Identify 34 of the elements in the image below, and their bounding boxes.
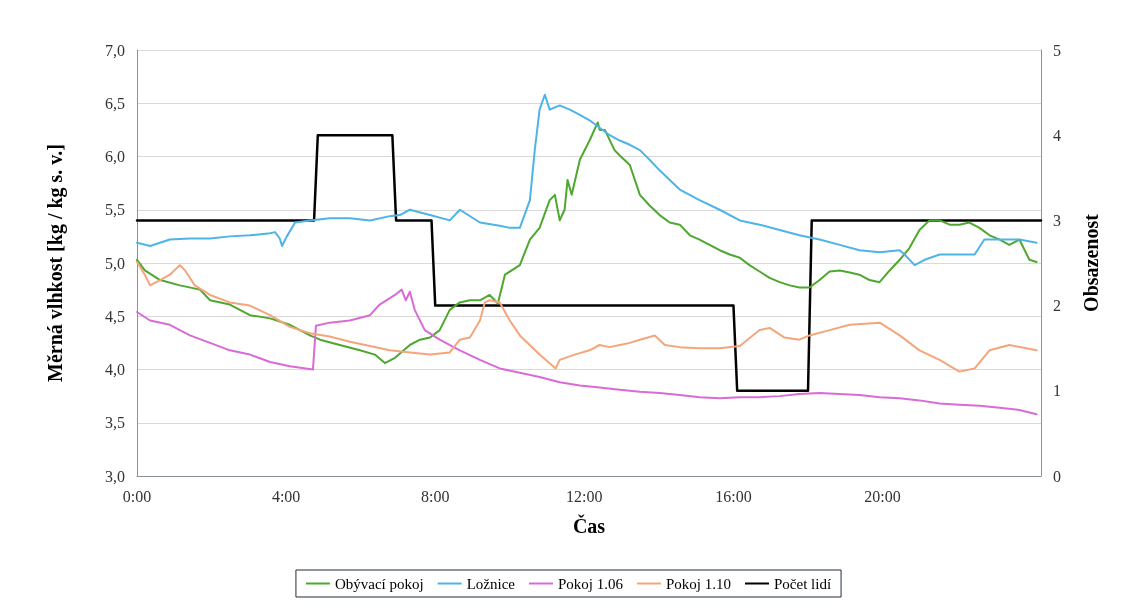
x-tick-label: 20:00 bbox=[864, 487, 901, 505]
y-tick-label: 5,5 bbox=[105, 201, 125, 219]
x-tick-label: 4:00 bbox=[271, 487, 301, 505]
line-series bbox=[136, 260, 1038, 373]
y-tick-label: 6,0 bbox=[105, 148, 125, 165]
line-series bbox=[136, 93, 1038, 267]
line-series bbox=[136, 121, 1038, 365]
legend-label: Pokoj 1.10 bbox=[665, 575, 731, 592]
y-axis-title: Měrná vlhkost [kg / kg s. v.] bbox=[44, 144, 67, 382]
legend-label: Obývací pokoj bbox=[334, 575, 424, 592]
legend-label: Pokoj 1.06 bbox=[557, 575, 624, 592]
y2-tick-label: 4 bbox=[1053, 126, 1061, 144]
y-tick-label: 4,0 bbox=[105, 361, 125, 378]
y-tick-label: 5,0 bbox=[105, 254, 125, 272]
x-tick-label: 0:00 bbox=[122, 487, 152, 505]
x-tick-label: 16:00 bbox=[715, 487, 752, 505]
line-series bbox=[135, 133, 1043, 393]
y2-tick-label: 1 bbox=[1053, 382, 1061, 400]
x-tick-label: 12:00 bbox=[566, 487, 603, 505]
y2-tick-label: 0 bbox=[1053, 467, 1061, 485]
y2-tick-label: 5 bbox=[1053, 41, 1061, 59]
legend-label: Počet lidí bbox=[773, 575, 832, 592]
y-tick-label: 6,5 bbox=[105, 94, 125, 112]
y-tick-label: 3,0 bbox=[105, 467, 125, 485]
x-axis-title: Čas bbox=[572, 514, 606, 537]
y-tick-label: 4,5 bbox=[105, 307, 125, 325]
y-tick-label: 7,0 bbox=[105, 41, 125, 59]
y2-tick-label: 2 bbox=[1053, 297, 1061, 315]
legend-label: Ložnice bbox=[466, 575, 516, 592]
y2-tick-label: 3 bbox=[1053, 211, 1061, 229]
y-tick-label: 3,5 bbox=[105, 414, 125, 432]
y2-axis-title: Obsazenost bbox=[1080, 213, 1102, 312]
x-tick-label: 8:00 bbox=[421, 487, 450, 505]
line-series bbox=[136, 288, 1038, 416]
